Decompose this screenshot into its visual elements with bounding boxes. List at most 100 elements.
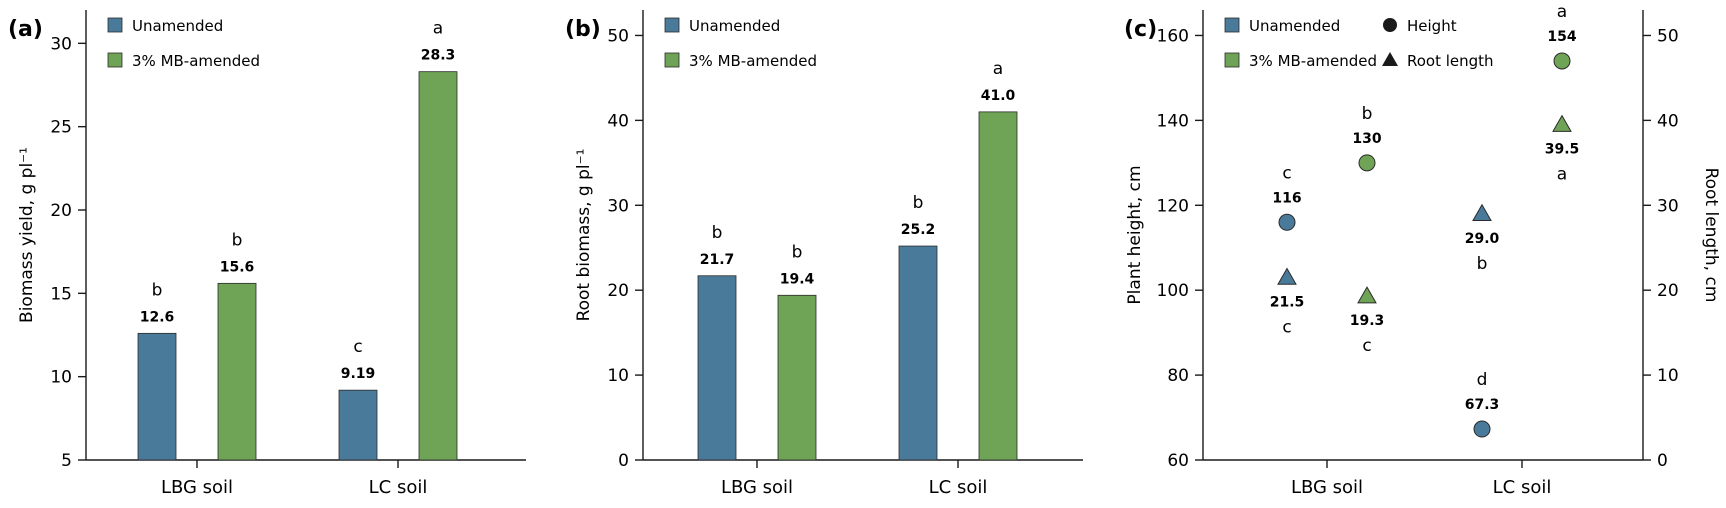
- y-tick-label: 10: [607, 366, 629, 386]
- panel-b: (b) 0 10 20 30 40 50 Root biomass, g pl⁻¹ LBG so…: [565, 10, 1083, 498]
- y-tick-label: 120: [1157, 196, 1189, 216]
- bar: [898, 245, 938, 461]
- y-tick-label: 0: [618, 451, 629, 471]
- legend-circle-marker: [1383, 18, 1397, 32]
- y-axis-title: Biomass yield, g pl⁻¹: [17, 147, 37, 323]
- panel-a: (a) 5 10 15 20 25 30 Biomass yield, g pl⁻¹ LBG s…: [8, 10, 526, 498]
- data-label: 19.3: [1350, 313, 1385, 329]
- root-length-point: [1357, 286, 1377, 304]
- legend-label: 3% MB-amended: [689, 52, 817, 70]
- data-label: 28.3: [421, 48, 456, 64]
- data-label: 15.6: [220, 259, 255, 275]
- height-point: [1278, 213, 1296, 231]
- data-label: 130: [1352, 131, 1381, 147]
- data-label: 29.0: [1465, 231, 1500, 247]
- significance-letter: c: [1362, 336, 1371, 356]
- y-axis-title: Plant height, cm: [1125, 165, 1145, 304]
- legend-label: Unamended: [132, 17, 223, 35]
- data-label: 116: [1272, 190, 1301, 206]
- data-label: 39.5: [1545, 142, 1580, 158]
- significance-letter: c: [353, 337, 362, 357]
- y2-tick-label: 10: [1657, 366, 1679, 386]
- y-tick-label: 60: [1167, 451, 1189, 471]
- root-length-point: [1472, 203, 1492, 222]
- significance-letter: a: [1557, 165, 1567, 185]
- legend-label: 3% MB-amended: [1249, 52, 1377, 70]
- x-tick-label: LBG soil: [1291, 477, 1363, 498]
- data-label: 67.3: [1465, 397, 1500, 413]
- bar: [338, 389, 378, 461]
- panel-label: (b): [565, 17, 601, 42]
- x-tick-label: LBG soil: [721, 477, 793, 498]
- y-tick-label: 5: [61, 451, 72, 471]
- data-label: 25.2: [901, 222, 936, 238]
- y-tick-label: 25: [50, 118, 72, 138]
- x-tick-label: LC soil: [929, 477, 988, 498]
- significance-letter: c: [1282, 163, 1291, 183]
- y-tick-label: 40: [607, 111, 629, 131]
- significance-letter: b: [1362, 104, 1373, 124]
- y-tick-label: 10: [50, 368, 72, 388]
- significance-letter: b: [232, 230, 243, 250]
- legend-swatch: [1224, 52, 1240, 68]
- data-label: 9.19: [341, 366, 376, 382]
- data-label: 19.4: [780, 271, 815, 287]
- legend-label: Unamended: [1249, 17, 1340, 35]
- legend-label: Root length: [1407, 52, 1494, 70]
- y-tick-label: 30: [607, 196, 629, 216]
- y-tick-label: 50: [607, 26, 629, 46]
- significance-letter: d: [1477, 370, 1488, 390]
- legend-label: Height: [1407, 17, 1457, 35]
- panel-label: (c): [1124, 17, 1157, 42]
- significance-letter: b: [712, 223, 723, 243]
- bar: [697, 275, 737, 461]
- bar: [978, 111, 1018, 461]
- y-tick-label: 20: [607, 281, 629, 301]
- panel-label: (a): [8, 17, 43, 42]
- significance-letter: a: [1557, 2, 1567, 22]
- significance-letter: a: [993, 59, 1003, 79]
- y-tick-label: 160: [1157, 26, 1189, 46]
- y-axis-title: Root biomass, g pl⁻¹: [574, 149, 594, 322]
- y2-tick-label: 20: [1657, 281, 1679, 301]
- legend-swatch: [107, 52, 123, 68]
- data-label: 21.5: [1270, 294, 1305, 310]
- significance-letter: c: [1282, 317, 1291, 337]
- legend-label: 3% MB-amended: [132, 52, 260, 70]
- y-tick-label: 30: [50, 34, 72, 54]
- x-tick-label: LC soil: [369, 477, 428, 498]
- y2-axis-title: Root length, cm: [1701, 168, 1721, 303]
- legend-swatch: [107, 17, 123, 33]
- y2-tick-label: 30: [1657, 196, 1679, 216]
- y-tick-label: 20: [50, 201, 72, 221]
- data-label: 154: [1547, 29, 1576, 45]
- y-tick-label: 15: [50, 284, 72, 304]
- bar: [137, 332, 177, 461]
- legend-swatch: [664, 52, 680, 68]
- legend-label: Unamended: [689, 17, 780, 35]
- legend-swatch: [664, 17, 680, 33]
- bar: [217, 282, 257, 461]
- y-tick-label: 100: [1157, 281, 1189, 301]
- y-tick-label: 80: [1167, 366, 1189, 386]
- bar: [418, 71, 458, 461]
- significance-letter: b: [1477, 254, 1488, 274]
- x-tick-label: LBG soil: [161, 477, 233, 498]
- height-point: [1358, 154, 1376, 172]
- significance-letter: b: [913, 193, 924, 213]
- height-point: [1553, 52, 1571, 70]
- data-label: 12.6: [140, 309, 175, 325]
- y2-tick-label: 40: [1657, 111, 1679, 131]
- significance-letter: a: [433, 19, 443, 39]
- height-point: [1473, 420, 1491, 438]
- legend-triangle-marker: [1382, 52, 1398, 66]
- x-tick-label: LC soil: [1493, 477, 1552, 498]
- y2-tick-label: 0: [1657, 451, 1668, 471]
- significance-letter: b: [792, 242, 803, 262]
- significance-letter: b: [152, 280, 163, 300]
- y2-tick-label: 50: [1657, 26, 1679, 46]
- bar: [777, 294, 817, 461]
- data-label: 21.7: [700, 252, 735, 268]
